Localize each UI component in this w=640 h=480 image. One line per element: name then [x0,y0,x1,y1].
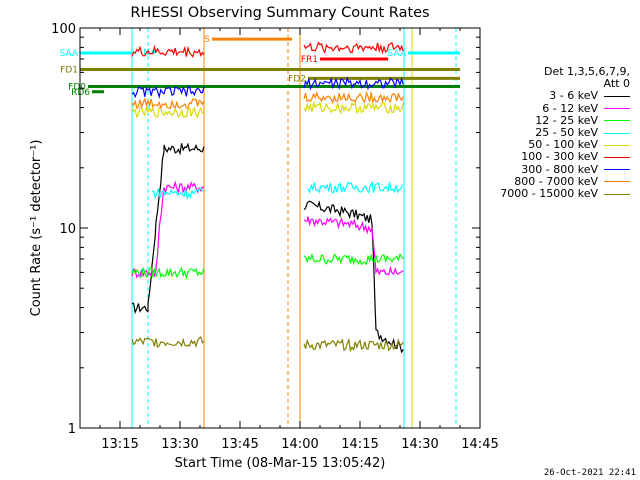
series-path [131,142,205,315]
series-path [131,336,205,349]
legend-entry-label: 800 - 7000 keV [514,174,598,188]
x-tick-label: 14:45 [461,437,498,452]
legend-entry-label: 7000 - 15000 keV [500,186,598,200]
legend-swatch [604,193,630,195]
x-tick-label: 13:15 [101,437,138,452]
legend: Det 1,3,5,6,7,9, Att 0 3 - 6 keV 6 - 12 k… [474,65,630,200]
legend-entry: 6 - 12 keV [474,101,630,115]
legend-swatch [604,132,630,134]
series-path [303,100,404,115]
legend-swatch [604,108,630,110]
legend-swatch [604,96,630,97]
flag-label: FD0 [68,82,86,92]
series-line [151,180,403,201]
flag-label: FD2 [288,74,306,84]
y-tick-label: 100 [51,22,76,37]
series-path [303,76,404,91]
series-line [131,100,404,119]
series-line [131,90,404,110]
series-path [307,180,403,195]
series-path [131,106,205,119]
series-path [303,90,404,105]
series-path [303,41,404,55]
series-line [131,41,404,58]
timestamp: 26-Oct-2021 22:41 [543,468,636,478]
series-line [131,336,404,353]
legend-entry-label: 25 - 50 keV [535,125,598,139]
series-path [151,187,204,201]
x-tick-label: 13:45 [221,437,258,452]
legend-swatch [604,181,630,183]
series-path [131,86,205,100]
x-tick-label: 14:00 [281,437,318,452]
flag-label: SAA [388,49,407,59]
series-path [131,44,205,58]
legend-entry: 12 - 25 keV [474,113,630,127]
series-line [131,76,404,100]
legend-entry: 300 - 800 keV [474,162,630,176]
legend-header-line1: Det 1,3,5,6,7,9, [543,65,630,78]
y-tick-label: 1 [68,422,76,437]
series-path [303,252,404,266]
chart-title: RHESSI Observing Summary Count Rates [130,5,429,21]
legend-entry-label: 12 - 25 keV [535,113,598,127]
legend-entry: 3 - 6 keV [474,90,630,102]
flag-label: FR1 [301,55,318,65]
legend-entry-label: 300 - 800 keV [521,162,598,176]
x-tick-label: 13:30 [161,437,198,452]
flag-label: SAA [60,49,79,59]
series-path [303,337,404,353]
series-path [131,266,205,280]
legend-entry: 800 - 7000 keV [474,174,630,188]
legend-entry-label: 100 - 300 keV [521,150,598,164]
series-line [131,142,404,354]
x-tick-label: 14:30 [401,437,438,452]
x-tick-label: 14:15 [341,437,378,452]
series-path [303,200,404,354]
flag-label: S [204,35,210,45]
legend-entry-label: 3 - 6 keV [549,89,598,103]
flag-label: RD6 [71,88,90,98]
flag-label: FD1 [60,66,78,76]
legend-swatch [604,169,630,171]
legend-entry-label: 50 - 100 keV [528,138,598,152]
series-path [131,97,205,110]
legend-entry: 7000 - 15000 keV [474,186,630,200]
legend-swatch [604,120,630,122]
series-line [131,252,404,280]
series-path [303,216,404,276]
legend-entry-label: 6 - 12 keV [542,101,598,115]
legend-entry: 25 - 50 keV [474,125,630,139]
series-path [131,180,205,279]
y-axis-label: Count Rate (s⁻¹ detector⁻¹) [29,140,44,317]
y-tick-label: 10 [59,222,76,237]
legend-swatch [604,156,630,158]
legend-header-line2: Att 0 [603,77,630,91]
legend-swatch [604,144,630,146]
legend-entry: 50 - 100 keV [474,138,630,152]
legend-entry: 100 - 300 keV [474,151,630,163]
x-axis-label: Start Time (08-Mar-15 13:05:42) [175,456,386,471]
